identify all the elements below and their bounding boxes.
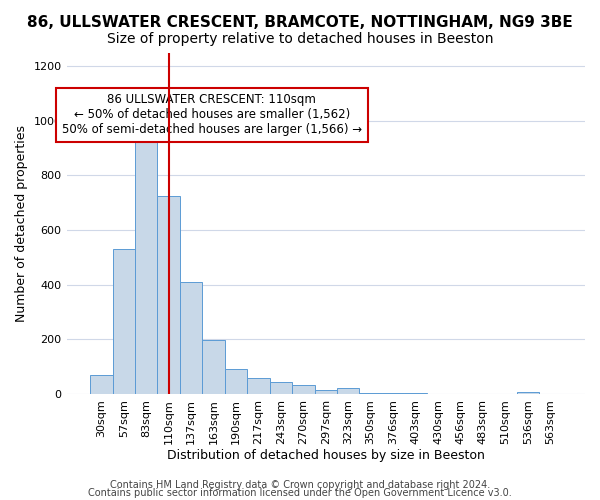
Bar bbox=[180, 282, 202, 394]
Bar bbox=[135, 121, 157, 394]
Bar bbox=[157, 196, 180, 394]
Bar bbox=[247, 378, 269, 394]
Bar bbox=[359, 392, 382, 394]
Bar bbox=[314, 390, 337, 394]
Text: Contains public sector information licensed under the Open Government Licence v3: Contains public sector information licen… bbox=[88, 488, 512, 498]
Bar bbox=[269, 382, 292, 394]
Bar bbox=[517, 392, 539, 394]
X-axis label: Distribution of detached houses by size in Beeston: Distribution of detached houses by size … bbox=[167, 450, 485, 462]
Bar bbox=[337, 388, 359, 394]
Text: 86 ULLSWATER CRESCENT: 110sqm
← 50% of detached houses are smaller (1,562)
50% o: 86 ULLSWATER CRESCENT: 110sqm ← 50% of d… bbox=[62, 94, 362, 136]
Bar bbox=[202, 340, 225, 394]
Bar bbox=[292, 385, 314, 394]
Y-axis label: Number of detached properties: Number of detached properties bbox=[15, 124, 28, 322]
Bar bbox=[225, 370, 247, 394]
Text: 86, ULLSWATER CRESCENT, BRAMCOTE, NOTTINGHAM, NG9 3BE: 86, ULLSWATER CRESCENT, BRAMCOTE, NOTTIN… bbox=[27, 15, 573, 30]
Bar bbox=[113, 249, 135, 394]
Bar bbox=[90, 375, 113, 394]
Text: Size of property relative to detached houses in Beeston: Size of property relative to detached ho… bbox=[107, 32, 493, 46]
Text: Contains HM Land Registry data © Crown copyright and database right 2024.: Contains HM Land Registry data © Crown c… bbox=[110, 480, 490, 490]
